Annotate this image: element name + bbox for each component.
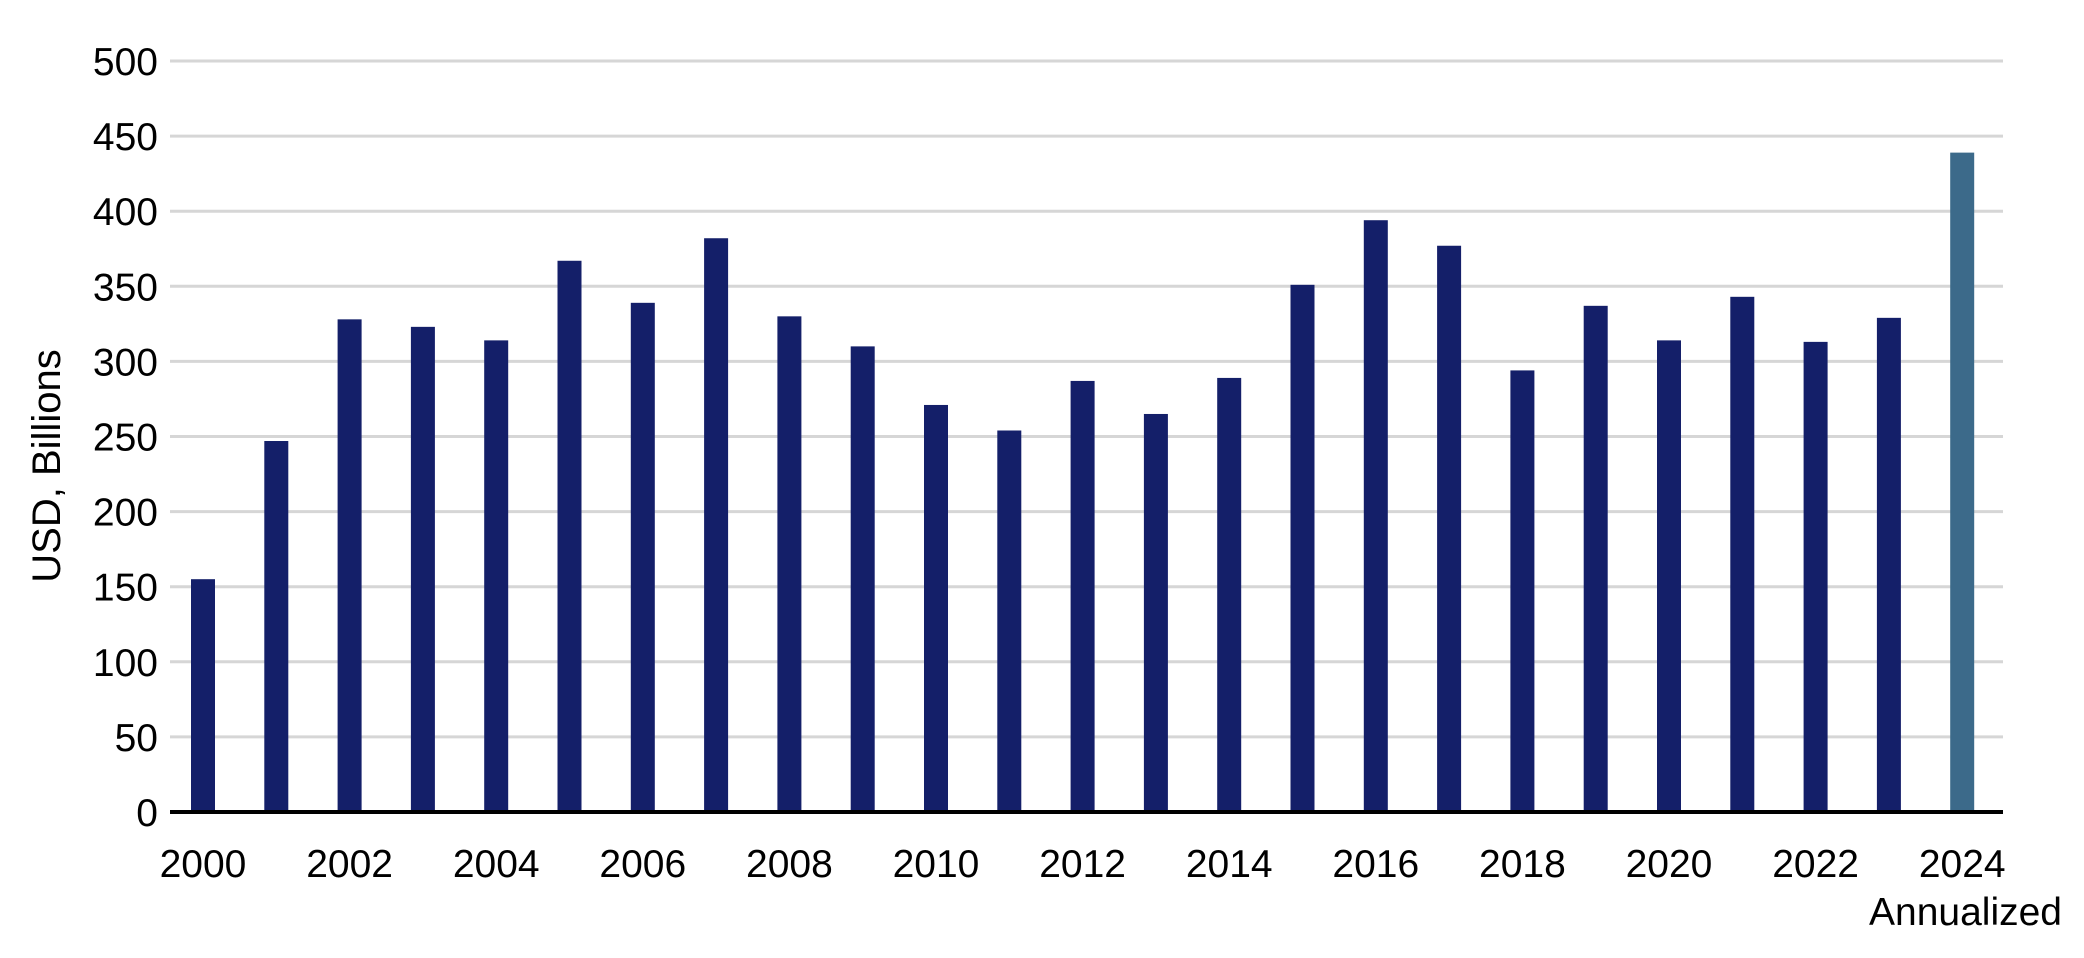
y-axis-ticks: 0 50 100 150 200 250 300 350 400 450 500 <box>93 41 158 835</box>
y-tick-label: 500 <box>93 41 158 84</box>
bar-2005 <box>557 260 582 812</box>
bar-2010 <box>924 404 948 812</box>
x-tick-sublabel: Annualized <box>1869 891 2062 934</box>
bar-2003 <box>410 326 435 812</box>
x-tick-label: 2014 <box>1186 843 1273 886</box>
x-tick-label: 2016 <box>1332 843 1419 886</box>
y-tick-label: 250 <box>93 417 158 460</box>
bar-2016 <box>1363 220 1388 812</box>
y-tick-label: 300 <box>93 341 158 384</box>
x-tick-label: 2008 <box>746 843 833 886</box>
bar-2012 <box>1070 380 1095 812</box>
bar-2000 <box>191 579 215 812</box>
y-tick-label: 150 <box>93 567 158 610</box>
x-tick-label: 2020 <box>1626 843 1713 886</box>
y-tick-label: 0 <box>136 792 158 835</box>
bar-2007 <box>704 238 729 813</box>
x-tick-label: 2004 <box>453 843 540 886</box>
x-tick-label: 2000 <box>160 843 247 886</box>
x-tick-label: 2006 <box>599 843 686 886</box>
bars <box>191 152 1975 813</box>
bar-2021 <box>1730 296 1755 813</box>
bar-2020 <box>1657 340 1681 812</box>
bar-2011 <box>997 430 1022 812</box>
bar-2013 <box>1143 413 1168 812</box>
bar-2019 <box>1583 305 1608 812</box>
bar-2001 <box>264 441 289 812</box>
bar-2015 <box>1290 284 1315 813</box>
bar-2014 <box>1217 377 1242 812</box>
x-tick-label: 2018 <box>1479 843 1566 886</box>
bar-2008 <box>777 316 802 812</box>
y-tick-label: 350 <box>93 266 158 309</box>
x-tick-label: 2022 <box>1772 843 1859 886</box>
bar-2006 <box>630 302 655 812</box>
y-tick-label: 400 <box>93 191 158 234</box>
y-tick-label: 200 <box>93 492 158 535</box>
bar-2004 <box>484 340 509 812</box>
x-tick-label: 2012 <box>1039 843 1126 886</box>
bar-2017 <box>1437 245 1462 813</box>
bar-2022 <box>1803 341 1828 812</box>
bar-2002 <box>337 319 362 812</box>
y-tick-label: 450 <box>93 116 158 159</box>
bar-2018 <box>1510 370 1535 812</box>
x-tick-label: 2002 <box>306 843 393 886</box>
x-tick-label: 2024 <box>1919 843 2006 886</box>
x-tick-label: 2010 <box>893 843 980 886</box>
y-tick-label: 50 <box>115 717 158 760</box>
x-axis-ticks: 2000 2002 2004 2006 2008 2010 2012 2014 2016 2018… <box>160 843 2006 886</box>
y-axis-title: USD, Billions <box>25 349 69 582</box>
bar-2009 <box>850 346 875 812</box>
bar-2023 <box>1876 317 1901 812</box>
y-tick-label: 100 <box>93 642 158 685</box>
bar-2024 <box>1950 152 1975 812</box>
